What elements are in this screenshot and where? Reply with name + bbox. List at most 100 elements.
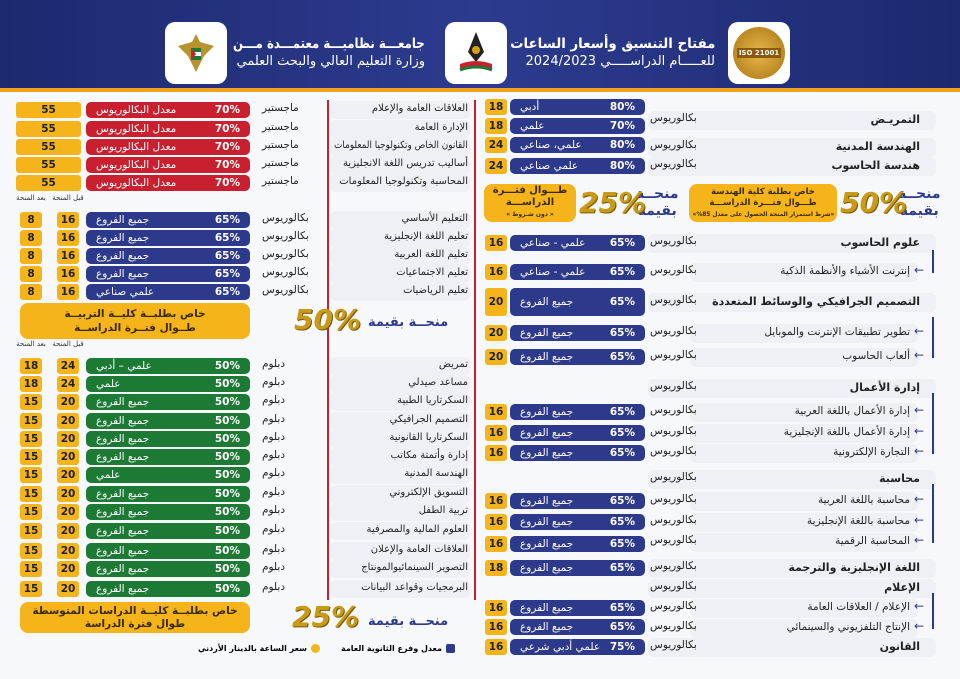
min-average: 65%: [214, 214, 240, 226]
program-row-bg: [648, 234, 936, 253]
branch-text: علمي - صناعي: [520, 266, 586, 278]
requirement-pill: جميع الفروع 65%: [510, 493, 645, 509]
divider-line: [474, 100, 476, 600]
program-name: محاسبة: [879, 472, 920, 485]
credit-hour-price: 16: [485, 600, 507, 616]
program-name: التسويق الإلكتروني: [389, 487, 468, 498]
program-name: المحاسبة وتكنولوجيا المعلومات: [339, 176, 468, 187]
min-average: 65%: [609, 327, 635, 339]
program-row-bg: [690, 263, 918, 282]
branch-text: جميع الفروع: [520, 516, 574, 528]
banner-line: طــوال فتــرة الدراســة: [74, 322, 196, 334]
credit-hour-price: 16: [485, 639, 507, 655]
program-name: التعليم الأساسي: [401, 213, 468, 224]
tree-connector: [932, 250, 934, 273]
program-name: تطوير تطبيقات الإنترنت والموبايل: [764, 326, 910, 338]
min-average: 50%: [214, 583, 240, 595]
price-before-scholarship: 20: [57, 581, 79, 597]
requirement-pill: جميع الفروع 65%: [510, 600, 645, 616]
program-name: إدارة الأعمال باللغة الإنجليزية: [783, 426, 910, 438]
col-before-header: قبل المنحة: [52, 340, 84, 348]
min-average: 65%: [214, 286, 240, 298]
min-average: 50%: [214, 396, 240, 408]
price-before-scholarship: 20: [57, 543, 79, 559]
requirement-pill: معدل البكالوريوس 70%: [86, 121, 250, 137]
requirement-pill: علمي – أدبي 50%: [86, 358, 250, 374]
tree-connector: [932, 593, 934, 629]
program-row-bg: [648, 579, 936, 598]
program-name: الهندسة المدنية: [835, 140, 920, 153]
edu-scholarship-value: 50%: [294, 303, 362, 336]
program-row-bg: [690, 324, 918, 343]
program-row-bg: [648, 293, 936, 312]
price-after-scholarship: 15: [20, 431, 42, 447]
program-row-bg: [648, 379, 936, 398]
min-average: 70%: [609, 120, 635, 132]
min-average: 50%: [214, 525, 240, 537]
price-after-scholarship: 15: [20, 413, 42, 429]
min-average: 65%: [609, 621, 635, 633]
eng-scholarship-label: منحــة بقيمة: [898, 186, 941, 220]
degree-label: دبلوم: [262, 394, 285, 406]
banner-line: خاص بطلبة كلية الهندسة: [711, 186, 815, 197]
branch-text: علمي: [96, 469, 121, 481]
program-name: السكرتاريا الطبية: [397, 395, 468, 406]
eng-scholarship-value: 50%: [840, 186, 908, 219]
branch-text: جميع الفروع: [520, 447, 574, 459]
min-average: 50%: [214, 488, 240, 500]
program-name: إدارة الأعمال باللغة العربية: [794, 405, 910, 417]
scholarship-word: بقيمة: [899, 203, 939, 219]
branch-text: علمي - صناعي: [520, 237, 586, 249]
banner-line: خاص بطلبــة كليــة الدراسات المتوسطة: [32, 604, 238, 617]
title-block: مفتاح التنسيق وأسعار الساعات للعـــــام …: [510, 36, 715, 70]
program-row-bg: [648, 559, 936, 578]
program-row-bg: [330, 503, 470, 521]
branch-text: جميع الفروع: [520, 495, 574, 507]
min-average: 65%: [214, 232, 240, 244]
requirement-pill: جميع الفروع 65%: [510, 536, 645, 552]
col-before-header: قبل المنحة: [52, 194, 84, 202]
general-scholarship-label: منحــة بقيمة: [636, 186, 679, 220]
requirement-pill: علمي، صناعي 80%: [510, 137, 645, 153]
price-after-scholarship: 8: [20, 284, 42, 300]
general-scholarship-banner: طـــوال فتـــرة الدراســـة « دون شـروط »: [484, 184, 576, 222]
requirement-pill: جميع الفروع 65%: [510, 425, 645, 441]
price-before-scholarship: 20: [57, 431, 79, 447]
program-name: التصميم الجرافيكي والوسائط المتعددة: [712, 295, 920, 308]
branch-text: جميع الفروع: [96, 583, 150, 595]
branch-text: أدبي: [520, 101, 540, 113]
arrow-icon: ←: [914, 403, 925, 417]
credit-hour-price: 24: [485, 137, 507, 153]
degree-label: دبلوم: [262, 376, 285, 388]
general-scholarship-value: 25%: [579, 186, 647, 219]
min-average: 50%: [214, 469, 240, 481]
min-average: 50%: [214, 415, 240, 427]
credit-hour-price: 55: [16, 139, 81, 155]
program-name: اللغة الإنجليزية والترجمة: [788, 561, 920, 574]
program-name: تعليم اللغة الإنجليزية: [384, 231, 468, 242]
yellow-swatch: [311, 644, 320, 653]
program-row-bg: [648, 111, 936, 130]
program-row-bg: [690, 599, 918, 618]
degree-label: بكالوريوس: [650, 112, 697, 124]
min-average: 80%: [609, 101, 635, 113]
min-average: 70%: [214, 159, 240, 171]
min-average: 65%: [609, 266, 635, 278]
degree-label: دبلوم: [262, 504, 285, 516]
price-after-scholarship: 15: [20, 543, 42, 559]
degree-label: ماجستير: [262, 121, 299, 133]
min-average: 70%: [214, 141, 240, 153]
col-after-header: بعد المنحة: [16, 340, 46, 348]
min-average: 70%: [214, 123, 240, 135]
price-before-scholarship: 20: [57, 467, 79, 483]
banner-line: طوال فترة الدراسة: [84, 617, 186, 630]
branch-text: معدل البكالوريوس: [96, 177, 177, 189]
branch-text: جميع الفروع: [520, 427, 574, 439]
branch-text: معدل البكالوريوس: [96, 123, 177, 135]
branch-text: علمي صناعي: [96, 286, 155, 298]
branch-text: معدل البكالوريوس: [96, 159, 177, 171]
program-name: مساعد صيدلي: [408, 377, 468, 388]
university-logo: [445, 22, 507, 84]
program-name: العلاقات العامة والإعلان: [370, 544, 468, 555]
program-name: إدارة الأعمال: [849, 381, 920, 394]
